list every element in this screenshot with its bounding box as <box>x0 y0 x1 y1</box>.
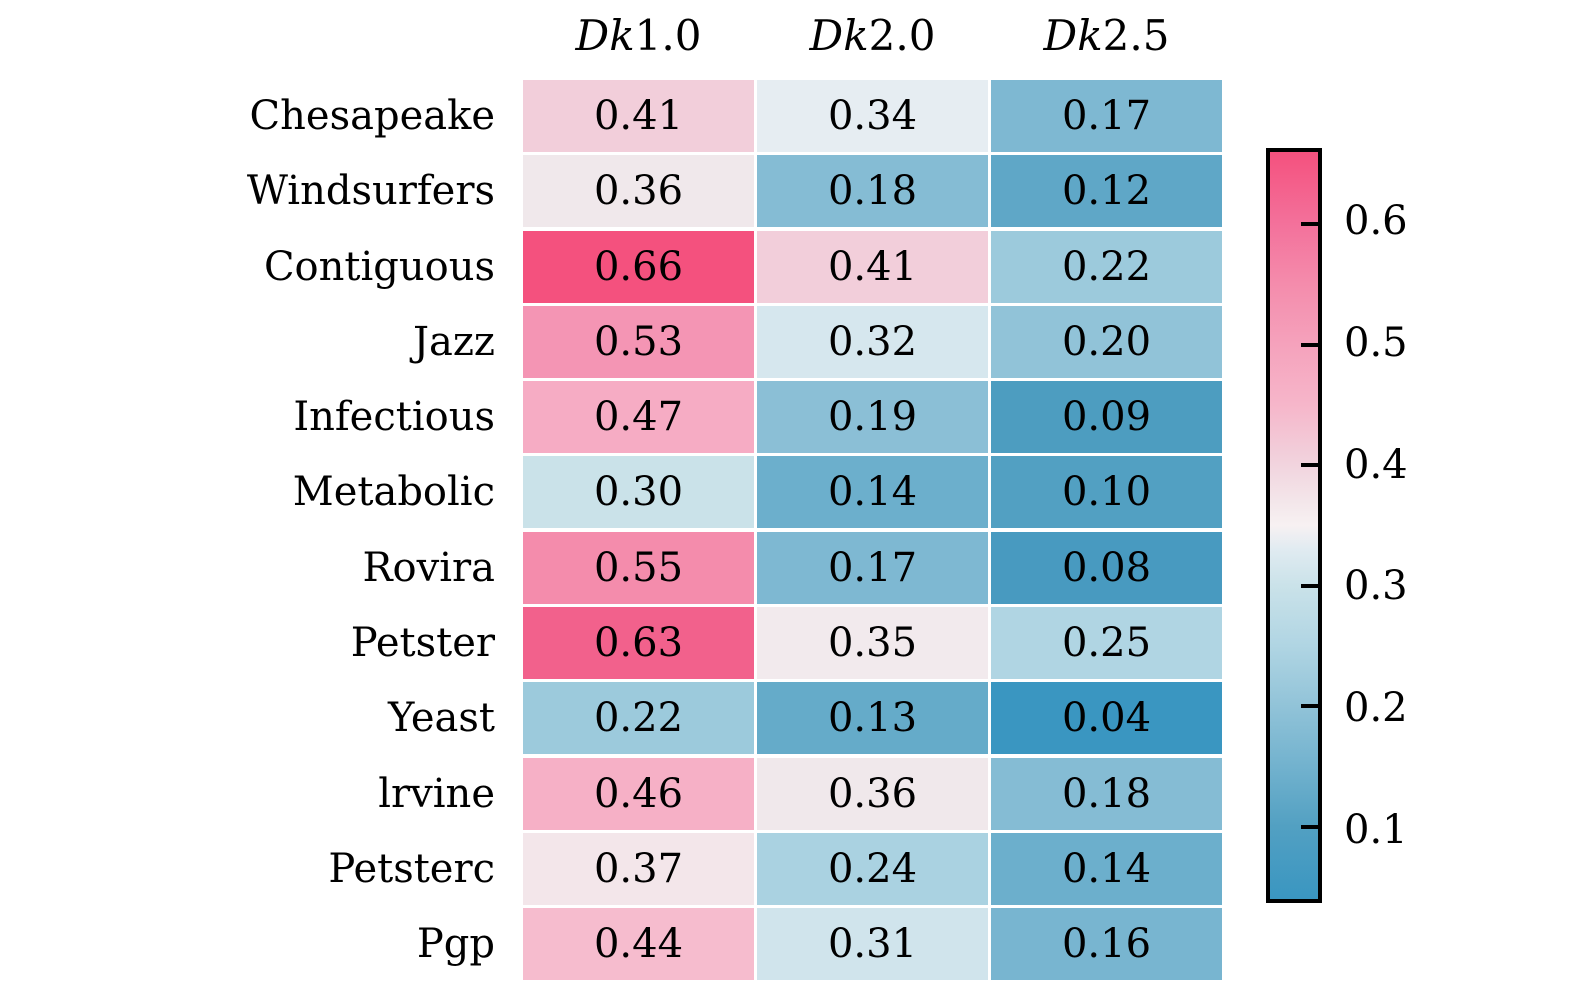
heatmap-cell: 0.35 <box>757 607 988 680</box>
column-header-Dk2.5: Dk 2.5 <box>991 4 1222 68</box>
heatmap-cell: 0.41 <box>757 230 988 303</box>
heatmap-cell: 0.18 <box>757 155 988 228</box>
column-headers: Dk 1.0 Dk 2.0 Dk 2.5 <box>523 4 1222 68</box>
column-header-number-part: 2.5 <box>1102 11 1170 60</box>
heatmap-cell: 0.04 <box>991 682 1222 755</box>
row-label-Rovira: Rovira <box>362 544 495 591</box>
row-label-Yeast: Yeast <box>387 695 495 742</box>
heatmap-cell: 0.14 <box>757 456 988 529</box>
column-header-Dk2.0: Dk 2.0 <box>757 4 988 68</box>
row-label-Petster: Petster <box>350 620 495 667</box>
heatmap-cell: 0.08 <box>991 531 1222 604</box>
colorbar-gradient <box>1270 152 1318 899</box>
heatmap-cell: 0.47 <box>523 381 754 454</box>
colorbar-tick-label: 0.5 <box>1344 319 1408 366</box>
heatmap-cell: 0.37 <box>523 832 754 905</box>
row-label-Contiguous: Contiguous <box>263 243 495 290</box>
row-labels: Chesapeake Windsurfers Contiguous Jazz Infec… <box>0 80 495 980</box>
colorbar-tick <box>1301 222 1318 227</box>
heatmap-cell: 0.22 <box>991 230 1222 303</box>
heatmap-cell: 0.09 <box>991 381 1222 454</box>
colorbar-tick <box>1301 583 1318 588</box>
heatmap-cell: 0.16 <box>991 908 1222 981</box>
colorbar-tick-labels: 0.6 0.5 0.4 0.3 0.2 0.1 <box>1344 148 1504 903</box>
heatmap-cell: 0.30 <box>523 456 754 529</box>
column-header-italic-part: Dk <box>1043 11 1103 60</box>
heatmap-cell: 0.10 <box>991 456 1222 529</box>
heatmap-cell: 0.17 <box>757 531 988 604</box>
column-header-italic-part: Dk <box>809 11 869 60</box>
row-label-Jazz: Jazz <box>412 318 495 365</box>
row-label-Metabolic: Metabolic <box>292 469 495 516</box>
row-label-Infectious: Infectious <box>293 394 495 441</box>
heatmap-cell: 0.36 <box>757 757 988 830</box>
row-label-Pgp: Pgp <box>416 921 495 968</box>
heatmap-cell: 0.31 <box>757 908 988 981</box>
heatmap-cell: 0.44 <box>523 908 754 981</box>
heatmap-cell: 0.53 <box>523 305 754 378</box>
colorbar-tick-label: 0.3 <box>1344 563 1408 610</box>
heatmap-cell: 0.12 <box>991 155 1222 228</box>
colorbar-tick-label: 0.1 <box>1344 806 1408 853</box>
colorbar-tick <box>1301 704 1318 709</box>
heatmap-cell: 0.46 <box>523 757 754 830</box>
column-header-Dk1.0: Dk 1.0 <box>523 4 754 68</box>
heatmap-cell: 0.25 <box>991 607 1222 680</box>
heatmap-cell: 0.66 <box>523 230 754 303</box>
colorbar-tick <box>1301 342 1318 347</box>
colorbar-tick <box>1301 463 1318 468</box>
heatmap-cell: 0.22 <box>523 682 754 755</box>
column-header-number-part: 2.0 <box>868 11 936 60</box>
colorbar-tick-label: 0.6 <box>1344 198 1408 245</box>
colorbar-tick-label: 0.4 <box>1344 441 1408 488</box>
row-label-Windsurfers: Windsurfers <box>246 168 495 215</box>
heatmap-cell: 0.34 <box>757 80 988 152</box>
heatmap-cell: 0.36 <box>523 155 754 228</box>
column-header-number-part: 1.0 <box>634 11 702 60</box>
heatmap-grid: 0.41 0.34 0.17 0.36 0.18 0.12 0.66 0.41 0.22 0.53… <box>523 80 1222 981</box>
colorbar-tick <box>1301 824 1318 829</box>
colorbar-tick-label: 0.2 <box>1344 685 1408 732</box>
heatmap-cell: 0.20 <box>991 305 1222 378</box>
row-label-lrvine: lrvine <box>378 770 495 817</box>
heatmap-cell: 0.41 <box>523 80 754 152</box>
row-label-Chesapeake: Chesapeake <box>249 93 495 139</box>
heatmap-cell: 0.24 <box>757 832 988 905</box>
heatmap-cell: 0.63 <box>523 607 754 680</box>
heatmap-cell: 0.14 <box>991 832 1222 905</box>
heatmap-cell: 0.19 <box>757 381 988 454</box>
row-label-Petsterc: Petsterc <box>328 845 495 892</box>
column-header-italic-part: Dk <box>575 11 635 60</box>
heatmap-cell: 0.32 <box>757 305 988 378</box>
heatmap-cell: 0.13 <box>757 682 988 755</box>
colorbar <box>1266 148 1322 903</box>
heatmap-cell: 0.55 <box>523 531 754 604</box>
heatmap-cell: 0.18 <box>991 757 1222 830</box>
heatmap-cell: 0.17 <box>991 80 1222 152</box>
